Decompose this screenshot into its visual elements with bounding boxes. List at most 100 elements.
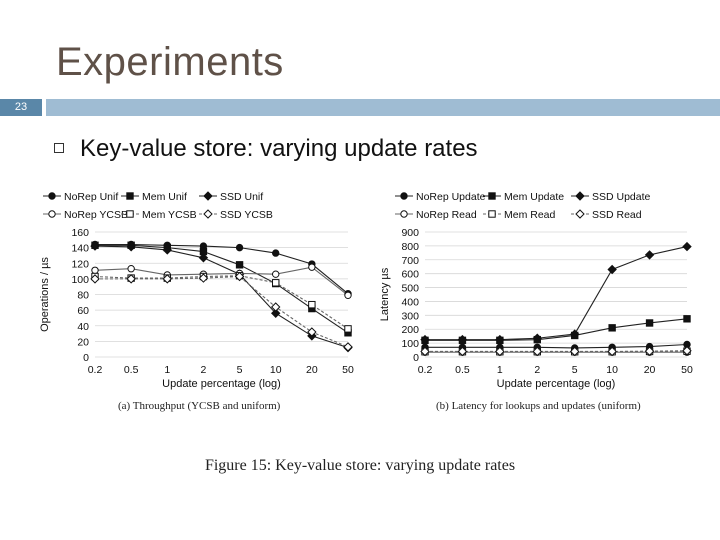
y-tick-label: 800 <box>401 241 419 253</box>
data-point <box>162 245 172 255</box>
y-tick-label: 600 <box>401 269 419 281</box>
slide-title: Experiments <box>56 40 284 84</box>
data-point <box>532 346 542 357</box>
legend-marker <box>400 210 408 218</box>
x-tick-label: 5 <box>572 364 578 376</box>
legend-label: SSD Read <box>592 209 642 221</box>
data-point <box>308 263 316 271</box>
legend-item: SSD Read <box>571 209 642 221</box>
data-point <box>162 274 172 284</box>
data-point <box>126 274 136 284</box>
data-point <box>457 334 468 345</box>
legend-marker <box>48 210 56 218</box>
data-point <box>343 342 353 352</box>
data-point <box>644 250 655 260</box>
y-tick-label: 300 <box>401 310 419 322</box>
x-tick-label: 2 <box>534 364 540 376</box>
x-tick-label: 0.5 <box>455 364 470 376</box>
y-axis-label: Latency µs <box>379 267 391 321</box>
data-point <box>644 346 655 356</box>
series-line <box>425 318 688 341</box>
title-divider-bar <box>46 99 720 116</box>
legend-label: NoRep YCSB <box>64 209 128 221</box>
data-point <box>570 329 580 339</box>
data-point <box>682 346 692 356</box>
data-point <box>272 279 280 287</box>
x-tick-label: 20 <box>644 364 656 376</box>
x-axis-label: Update percentage (log) <box>162 378 281 390</box>
legend-label: SSD YCSB <box>220 209 273 221</box>
series-ssd-unif <box>90 241 353 353</box>
y-axis-label: Operations / µs <box>39 257 51 332</box>
data-point <box>607 264 617 275</box>
legend-marker <box>400 192 408 200</box>
legend-item: NoRep Unif <box>43 191 118 203</box>
x-tick-label: 1 <box>164 364 170 376</box>
legend-item: Mem Read <box>483 209 556 221</box>
data-point <box>344 291 352 299</box>
data-point <box>126 242 136 252</box>
series-line <box>94 275 349 330</box>
x-tick-label: 1 <box>497 364 503 376</box>
y-tick-label: 200 <box>401 324 419 336</box>
legend-item: NoRep Read <box>395 209 477 221</box>
legend-item: SSD Unif <box>199 191 263 203</box>
slide-number: 23 <box>0 99 42 116</box>
legend-item: Mem Update <box>483 191 564 203</box>
data-point <box>90 274 100 284</box>
x-tick-label: 50 <box>681 364 693 376</box>
y-tick-label: 0 <box>83 352 89 364</box>
x-tick-label: 5 <box>237 364 243 376</box>
data-point <box>683 315 691 323</box>
series-ssd-update <box>420 241 692 345</box>
legend-marker <box>203 191 213 201</box>
y-tick-label: 100 <box>401 338 419 350</box>
x-tick-label: 0.2 <box>88 364 103 376</box>
y-tick-label: 500 <box>401 283 419 295</box>
legend-marker <box>488 192 496 200</box>
data-point <box>272 249 280 257</box>
data-point <box>570 346 580 357</box>
x-axis-label: Update percentage (log) <box>497 378 616 390</box>
legend-label: NoRep Read <box>416 209 477 221</box>
legend-marker <box>126 192 134 200</box>
series-line <box>95 244 349 334</box>
x-tick-label: 0.2 <box>418 364 433 376</box>
y-tick-label: 0 <box>413 352 419 364</box>
legend-item: Mem Unif <box>121 191 187 203</box>
legend-marker <box>48 192 56 200</box>
series-line <box>95 243 349 295</box>
series-line <box>94 245 349 349</box>
data-point <box>198 273 209 283</box>
data-point <box>344 325 352 333</box>
legend-marker <box>575 191 585 201</box>
series-ssd-read <box>420 346 692 357</box>
data-point <box>308 300 316 309</box>
legend-marker <box>488 210 496 218</box>
x-tick-label: 10 <box>270 364 282 376</box>
data-point <box>271 308 281 318</box>
series-line <box>94 266 349 296</box>
series-ssd-ycsb <box>90 271 353 352</box>
legend-marker <box>203 209 213 219</box>
data-point <box>90 241 100 251</box>
y-tick-label: 60 <box>77 305 89 317</box>
y-tick-label: 140 <box>71 243 89 255</box>
data-point <box>91 266 99 274</box>
data-point <box>420 334 430 345</box>
data-point <box>495 334 505 345</box>
subcaption-a: (a) Throughput (YCSB and uniform) <box>118 400 281 412</box>
throughput-chart: 0 20 40 60 80 100 120 140 160 0.2 0.5 1 2 5 10 20 50 Upda… <box>39 191 354 390</box>
legend-label: NoRep Unif <box>64 191 118 203</box>
subcaption-b: (b) Latency for lookups and updates (uni… <box>436 400 641 412</box>
data-point <box>235 243 244 252</box>
y-tick-label: 400 <box>401 296 419 308</box>
series-mem-unif <box>91 241 352 337</box>
data-point <box>682 241 692 252</box>
x-tick-label: 0.5 <box>124 364 139 376</box>
data-point <box>235 261 244 269</box>
series-norep-ycsb <box>91 263 352 299</box>
legend-label: Mem Unif <box>142 191 187 203</box>
data-point <box>271 302 281 312</box>
legend-label: SSD Update <box>592 191 651 203</box>
